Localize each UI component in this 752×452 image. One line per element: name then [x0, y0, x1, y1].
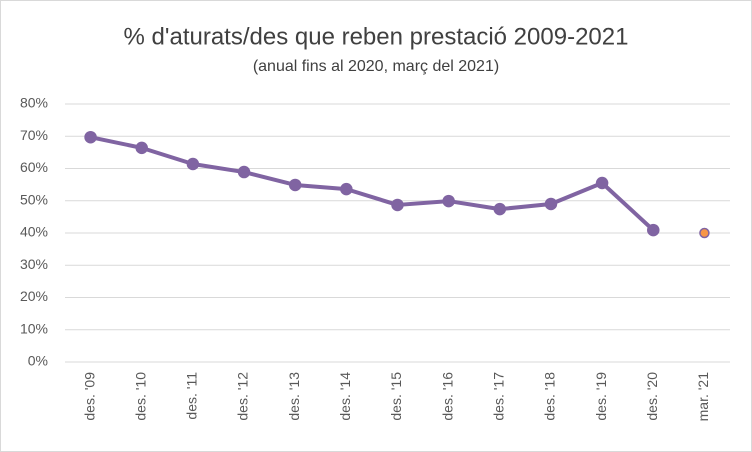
y-tick-label: 20% — [20, 288, 48, 304]
data-point — [340, 182, 353, 196]
y-tick-label: 10% — [20, 320, 48, 336]
x-tick-label: des. '12 — [235, 372, 251, 421]
x-tick-label: des. '15 — [388, 372, 404, 421]
data-point — [186, 157, 200, 171]
x-tick-label: des. '18 — [542, 372, 558, 421]
data-point — [288, 178, 302, 192]
data-point — [391, 198, 404, 212]
data-point — [493, 202, 507, 216]
data-point — [699, 227, 710, 239]
x-tick-label: des. '19 — [593, 372, 609, 421]
x-tick-label: des. '16 — [439, 372, 455, 421]
y-tick-label: 50% — [20, 191, 48, 207]
series-line — [90, 135, 655, 232]
data-point — [544, 197, 558, 211]
data-point — [237, 165, 251, 179]
chart-subtitle: (anual fins al 2020, març del 2021) — [253, 58, 499, 75]
y-tick-label: 40% — [20, 224, 48, 240]
data-point — [442, 194, 455, 208]
chart-title: % d'aturats/des que reben prestació 2009… — [124, 23, 629, 50]
x-tick-label: des. '14 — [337, 372, 353, 421]
y-tick-label: 30% — [20, 256, 48, 272]
y-tick-label: 80% — [20, 95, 48, 111]
data-point — [135, 141, 148, 155]
x-tick-label: des. '09 — [81, 372, 97, 421]
x-tick-label: des. '13 — [286, 372, 302, 421]
x-tick-label: des. '11 — [184, 372, 200, 420]
x-tick-label: des. '10 — [132, 372, 148, 421]
y-tick-label: 60% — [20, 159, 48, 175]
y-tick-label: 0% — [28, 353, 48, 369]
x-tick-label: mar. '21 — [695, 372, 711, 422]
x-tick-label: des. '20 — [644, 372, 660, 421]
x-tick-label: des. '17 — [491, 372, 507, 421]
data-point — [595, 176, 609, 190]
data-point — [84, 130, 97, 144]
data-point — [647, 223, 660, 237]
y-tick-label: 70% — [20, 127, 48, 143]
